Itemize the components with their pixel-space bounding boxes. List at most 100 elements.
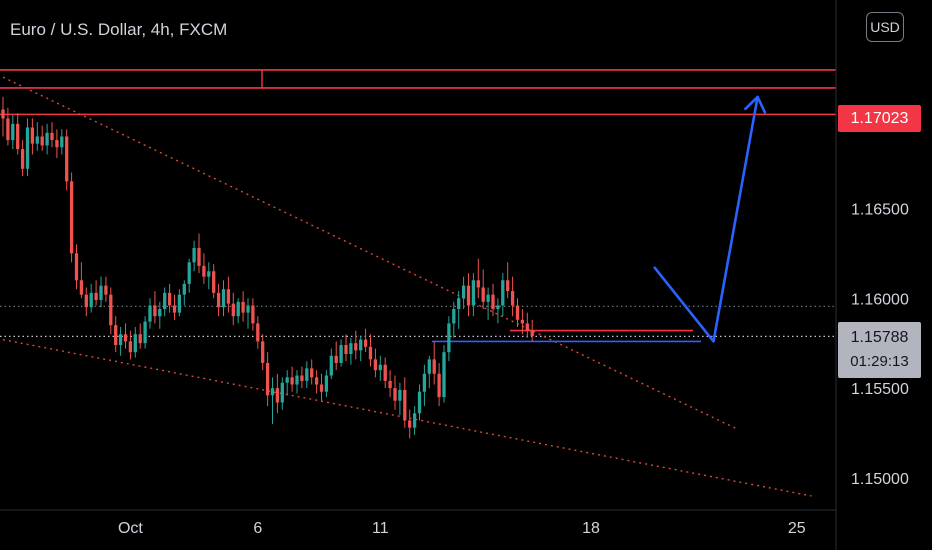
candle bbox=[231, 292, 235, 326]
candle bbox=[25, 118, 30, 177]
candle bbox=[378, 355, 382, 381]
candle bbox=[471, 273, 476, 317]
candle bbox=[74, 244, 79, 290]
candle-body bbox=[236, 301, 240, 317]
candle-body bbox=[310, 368, 314, 378]
candle bbox=[329, 348, 333, 380]
candle bbox=[359, 335, 363, 362]
candle bbox=[167, 283, 172, 313]
candle bbox=[412, 406, 417, 435]
candle-body bbox=[128, 341, 133, 353]
candle-body bbox=[84, 294, 88, 308]
chart-title: Euro / U.S. Dollar, 4h, FXCM bbox=[10, 20, 228, 39]
candle bbox=[172, 294, 177, 320]
candle-body bbox=[50, 132, 54, 141]
candle-body bbox=[69, 181, 74, 254]
candle-body bbox=[319, 384, 324, 392]
projection-arrow bbox=[653, 95, 759, 343]
candle bbox=[515, 298, 520, 328]
candle bbox=[427, 355, 431, 389]
candle-body bbox=[496, 305, 500, 310]
candle-body bbox=[412, 413, 417, 428]
candle-body bbox=[104, 285, 108, 295]
candle-body bbox=[510, 291, 515, 306]
candle-body bbox=[118, 334, 123, 345]
candle bbox=[192, 240, 196, 272]
candle-body bbox=[324, 375, 329, 392]
target-price-tag: 1.17023 bbox=[838, 105, 921, 132]
candle bbox=[510, 276, 515, 317]
candle-body bbox=[457, 298, 461, 310]
candle-body bbox=[138, 334, 142, 344]
candle-body bbox=[221, 289, 226, 308]
candle bbox=[334, 341, 338, 371]
candle-body bbox=[6, 118, 10, 141]
currency-button[interactable]: USD bbox=[866, 12, 904, 42]
candle bbox=[216, 283, 221, 317]
candle-body bbox=[148, 305, 152, 322]
candle-body bbox=[354, 343, 358, 351]
candle-body bbox=[290, 377, 294, 385]
candle-body bbox=[280, 382, 284, 403]
candle-body bbox=[99, 285, 103, 301]
candle bbox=[104, 276, 108, 302]
candle-body bbox=[65, 136, 69, 182]
candle bbox=[270, 377, 275, 425]
candle bbox=[383, 357, 387, 389]
candle bbox=[476, 258, 480, 299]
candle-body bbox=[398, 389, 402, 401]
candle bbox=[89, 283, 93, 313]
candle bbox=[354, 330, 358, 360]
candle-body bbox=[226, 289, 231, 304]
candle bbox=[481, 269, 485, 310]
candle bbox=[432, 341, 436, 385]
price-tick-label: 1.16500 bbox=[851, 201, 909, 218]
candle bbox=[388, 370, 392, 398]
candle-body bbox=[447, 323, 451, 353]
candle bbox=[109, 287, 113, 335]
candle bbox=[55, 129, 59, 159]
candle-body bbox=[461, 285, 466, 299]
candle bbox=[118, 327, 123, 356]
candle bbox=[221, 280, 226, 317]
candle bbox=[30, 118, 35, 155]
candle bbox=[265, 352, 270, 407]
candle bbox=[79, 262, 84, 299]
time-axis[interactable]: Oct 6 11 18 25 bbox=[118, 520, 806, 537]
candle bbox=[94, 280, 98, 306]
candle bbox=[60, 129, 64, 155]
candle bbox=[187, 258, 191, 293]
candle bbox=[452, 301, 456, 338]
candle bbox=[212, 264, 216, 299]
price-tick-label: 1.15500 bbox=[851, 381, 909, 398]
candle bbox=[241, 291, 245, 322]
candle-body bbox=[363, 339, 368, 347]
candle bbox=[11, 114, 15, 150]
candle bbox=[236, 298, 240, 324]
candle bbox=[457, 291, 461, 329]
trendline-2 bbox=[2, 338, 812, 497]
candle bbox=[207, 262, 211, 290]
candle bbox=[486, 287, 490, 320]
candle bbox=[114, 316, 118, 353]
candle bbox=[143, 316, 147, 349]
candle-body bbox=[89, 292, 93, 308]
projection-path bbox=[653, 95, 767, 343]
candle-body bbox=[16, 123, 20, 150]
candle-body bbox=[314, 377, 319, 385]
candle bbox=[300, 366, 304, 389]
candle-body bbox=[378, 364, 382, 371]
candle bbox=[84, 287, 88, 317]
candle-body bbox=[295, 375, 299, 385]
candle bbox=[50, 122, 54, 148]
candle-body bbox=[143, 321, 147, 344]
candle-body bbox=[432, 359, 436, 374]
candle-body bbox=[256, 323, 260, 342]
candle-body bbox=[60, 136, 64, 148]
candle-body bbox=[373, 359, 378, 371]
candle-body bbox=[187, 262, 191, 284]
price-tick-label: 1.15000 bbox=[851, 471, 909, 488]
candle bbox=[123, 323, 128, 349]
